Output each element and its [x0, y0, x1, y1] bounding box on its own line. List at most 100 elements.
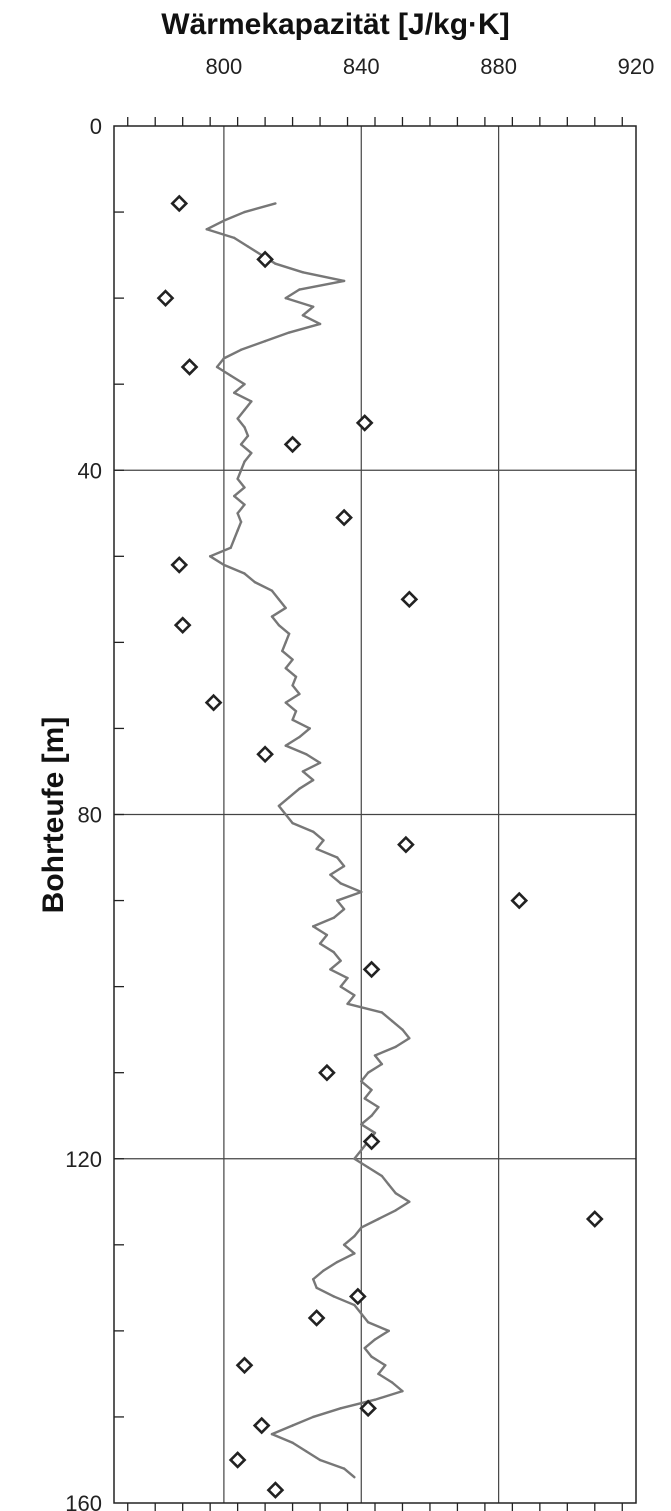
line-segment [236, 512, 243, 524]
line-segment [253, 580, 274, 592]
line-segment [243, 202, 277, 214]
line-segment [243, 400, 253, 412]
y-tick-label-0: 0 [90, 114, 102, 139]
line-segment [270, 606, 287, 618]
chart-title: Wärmekapazität [J/kg·K] [161, 8, 510, 41]
line-segment [339, 985, 356, 997]
line-segment [305, 1450, 322, 1462]
line-segment [215, 357, 226, 369]
line-segment [205, 219, 226, 231]
line-segment [291, 821, 315, 833]
line-segment [232, 494, 246, 506]
data-point-diamond [362, 1132, 381, 1151]
line-segment [236, 408, 246, 420]
line-segment [284, 744, 308, 756]
line-segment [291, 684, 301, 696]
line-segment [284, 658, 294, 670]
line-segment [377, 1372, 394, 1384]
line-segment [332, 907, 346, 919]
line-segment [236, 477, 246, 489]
line-segment [339, 976, 349, 988]
line-segment [370, 1355, 387, 1367]
line-segment [311, 1278, 318, 1290]
data-point-diamond [397, 835, 415, 854]
data-point-diamond [362, 960, 381, 979]
line-segment [291, 1441, 308, 1453]
data-point-diamond [348, 1287, 367, 1306]
line-segment [222, 348, 243, 360]
line-segment [284, 692, 301, 704]
line-segment [284, 296, 315, 308]
line-segment [291, 1415, 315, 1427]
y-tick-label-120: 120 [65, 1147, 102, 1172]
line-segment [284, 813, 294, 825]
line-segment [329, 873, 342, 885]
line-segment [363, 1338, 377, 1350]
line-segment [222, 563, 246, 575]
line-segment [311, 830, 325, 842]
line-segment [232, 236, 250, 248]
y-tick-label-40: 40 [78, 458, 102, 483]
line-segment [373, 1045, 397, 1057]
series-markers-1 [156, 194, 604, 1499]
line-segment [222, 210, 246, 222]
data-point-diamond [204, 693, 223, 712]
y-tick-label-160: 160 [65, 1491, 102, 1511]
line-segment [339, 882, 363, 894]
line-segment [232, 486, 246, 498]
line-segment [270, 615, 281, 627]
line-segment [318, 1458, 346, 1470]
line-segment [301, 314, 322, 326]
line-segment [336, 890, 363, 902]
data-point-diamond [307, 1309, 326, 1327]
x-tick-label-880: 880 [480, 54, 517, 79]
line-segment [363, 1346, 373, 1358]
line-segment [315, 1286, 335, 1298]
line-segment [380, 1174, 390, 1186]
line-segment [236, 417, 246, 429]
data-point-diamond [266, 1481, 285, 1499]
line-segment [318, 942, 335, 954]
line-segment [329, 968, 349, 980]
line-segment [236, 469, 243, 481]
data-series [156, 194, 604, 1499]
line-segment [342, 1243, 356, 1255]
line-segment [342, 1235, 356, 1247]
line-segment [353, 1226, 363, 1238]
line-segment [215, 365, 232, 377]
line-segment [336, 856, 346, 868]
line-segment [274, 262, 305, 274]
line-segment [394, 1191, 411, 1203]
line-segment [390, 1381, 404, 1393]
series-line-0 [205, 202, 411, 1479]
y-tick-labels: 0 40 80 120 160 [65, 114, 102, 1511]
line-segment [342, 1467, 356, 1479]
line-segment [353, 1157, 370, 1169]
line-segment [291, 675, 298, 687]
line-segment [270, 1432, 294, 1444]
line-segment [243, 572, 257, 584]
line-segment [305, 753, 322, 765]
line-segment [401, 1028, 411, 1040]
line-segment [366, 1062, 384, 1074]
line-segment [291, 718, 311, 730]
line-segment [301, 271, 346, 283]
line-segment [298, 778, 315, 790]
line-segment [315, 847, 339, 859]
data-point-diamond [283, 435, 302, 454]
line-segment [329, 864, 346, 876]
line-segment [284, 735, 301, 747]
line-segment [360, 1114, 373, 1126]
line-segment [277, 804, 287, 816]
line-segment [246, 245, 263, 257]
line-segment [301, 770, 315, 782]
line-segment [390, 1019, 404, 1031]
data-point-diamond [355, 414, 374, 432]
x-tick-label-800: 800 [206, 54, 243, 79]
line-segment [360, 1217, 380, 1229]
line-segment [236, 503, 246, 515]
line-segment [287, 787, 301, 799]
grid-lines [114, 126, 636, 1503]
line-segment [291, 710, 298, 722]
